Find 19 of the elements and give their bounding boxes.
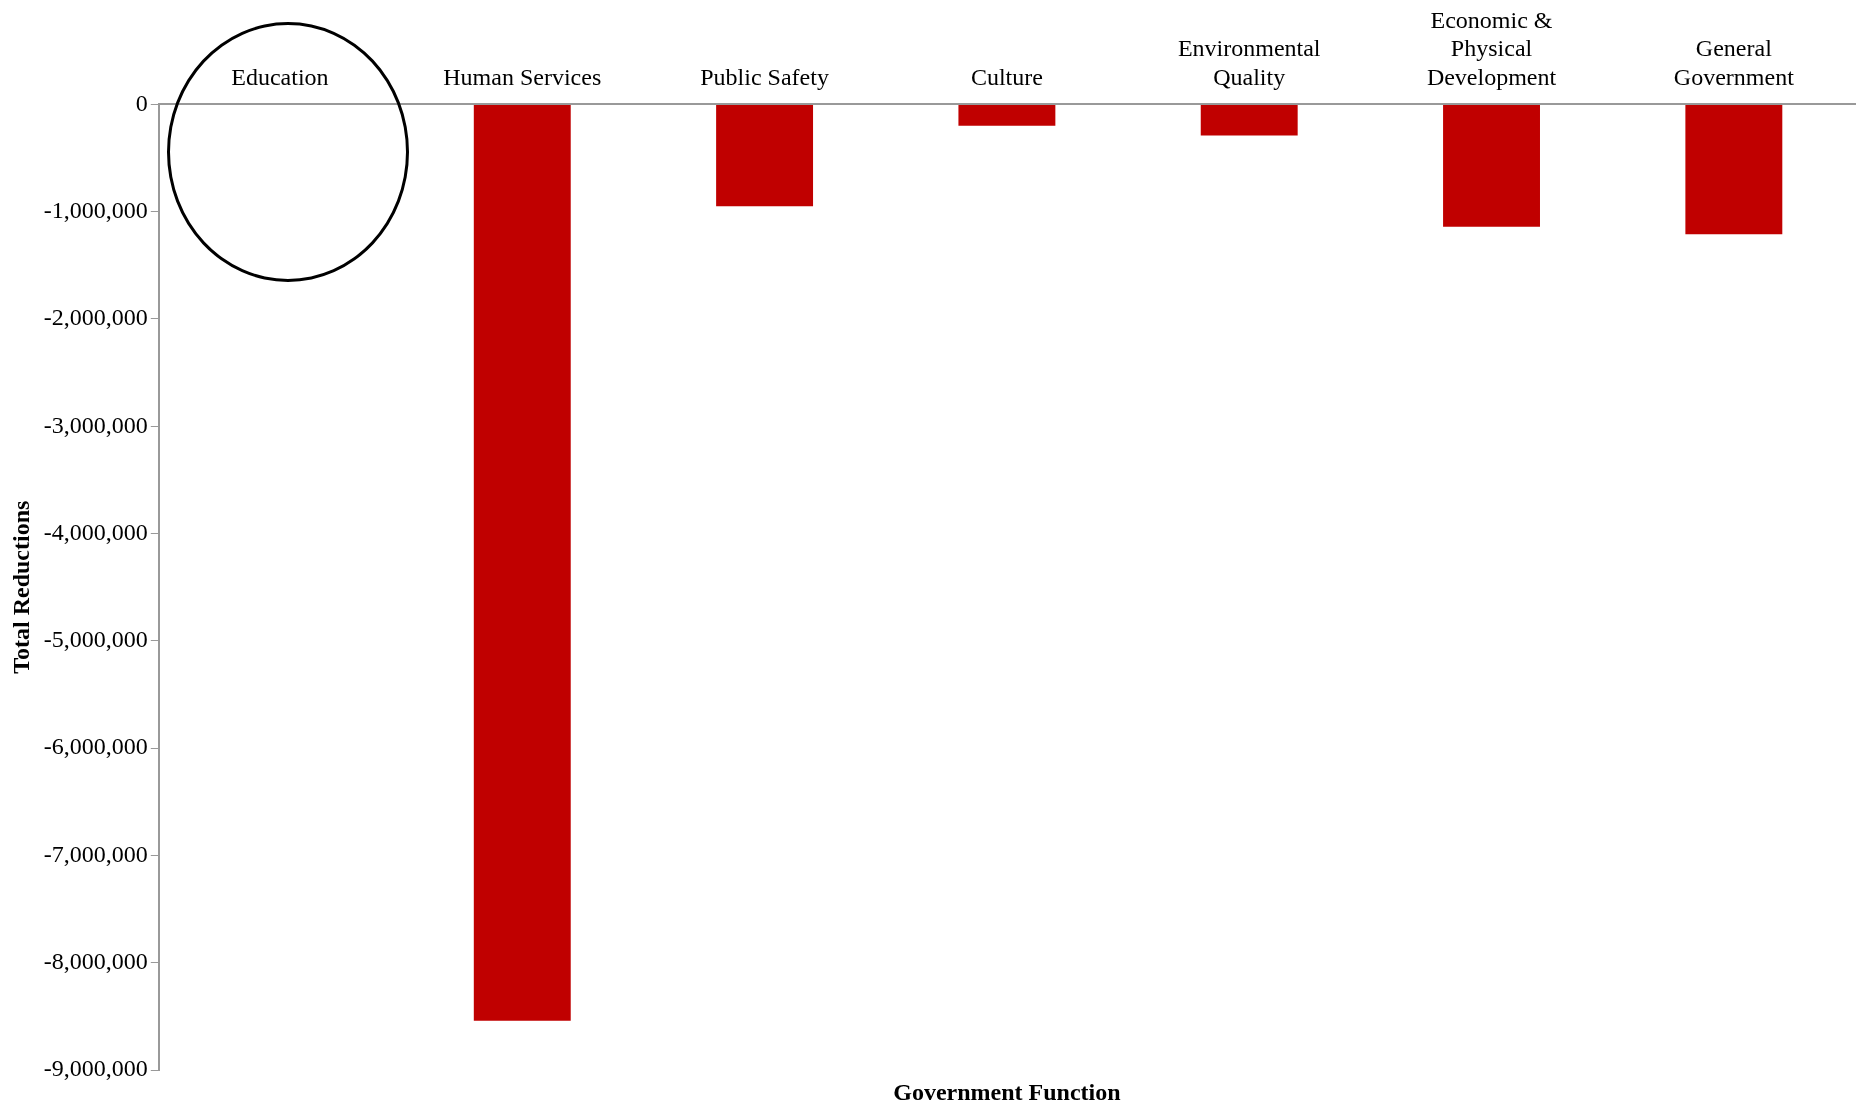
y-tick-label: -9,000,000 xyxy=(43,1055,148,1082)
y-tick-label: -4,000,000 xyxy=(43,518,148,545)
x-tick-label: General Government xyxy=(1673,35,1795,91)
x-tick-label: Economic & Physical Development xyxy=(1426,6,1557,91)
y-tick-label: 0 xyxy=(135,89,148,116)
y-tick-label: -5,000,000 xyxy=(43,626,148,653)
y-tick-label: -3,000,000 xyxy=(43,411,148,438)
x-axis-title: Government Function xyxy=(893,1079,1121,1106)
x-tick-label: Public Safety xyxy=(700,64,829,91)
x-tick-label: Education xyxy=(231,64,329,91)
y-tick-label: -6,000,000 xyxy=(43,733,148,760)
x-tick-label: Environmental Quality xyxy=(1177,35,1321,91)
y-tick-label: -2,000,000 xyxy=(43,304,148,331)
x-tick-label: Human Services xyxy=(443,64,602,91)
y-axis-title: Total Reductions xyxy=(7,500,34,674)
y-tick-label: -1,000,000 xyxy=(43,196,148,223)
y-tick-label: -7,000,000 xyxy=(43,840,148,867)
y-tick-label: -8,000,000 xyxy=(43,948,148,975)
x-tick-label: Culture xyxy=(970,64,1043,91)
